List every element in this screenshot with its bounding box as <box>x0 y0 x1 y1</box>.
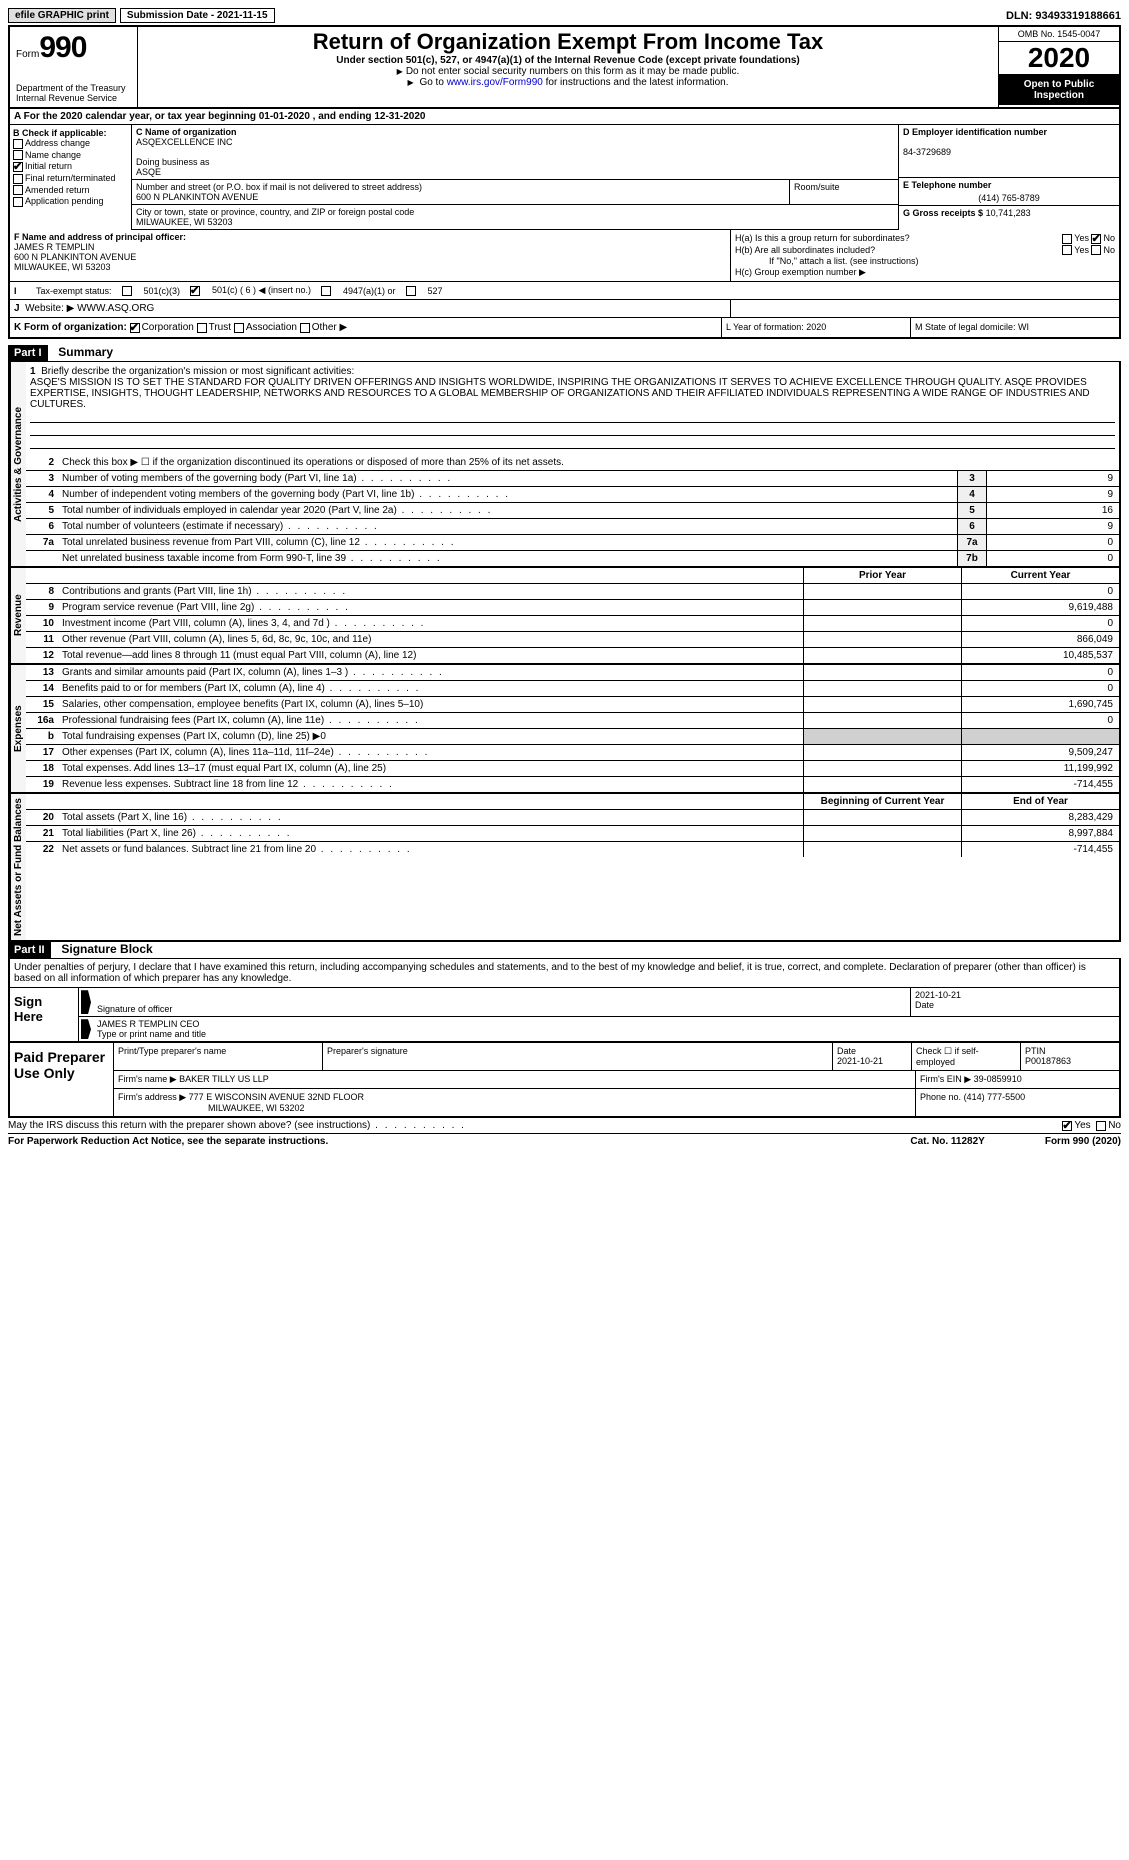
chk-501c[interactable] <box>190 286 200 296</box>
part-1-header: Part I Summary <box>8 345 1121 362</box>
gross-receipts-cell: G Gross receipts $ 10,741,283 <box>899 206 1119 220</box>
sign-here-label: Sign Here <box>10 988 79 1041</box>
discuss-row: May the IRS discuss this return with the… <box>8 1118 1121 1134</box>
year-formation: L Year of formation: 2020 <box>721 318 910 337</box>
chk-initial[interactable]: Initial return <box>13 161 128 173</box>
omb-number: OMB No. 1545-0047 <box>999 27 1119 42</box>
form-header: Form990 Department of the Treasury Inter… <box>8 25 1121 109</box>
form-of-org-row: K Form of organization: Corporation Trus… <box>8 318 1121 339</box>
vtab-revenue: Revenue <box>10 568 26 663</box>
summary-netassets: Net Assets or Fund Balances Beginning of… <box>8 794 1121 942</box>
part-2-header: Part II Signature Block <box>8 942 1121 959</box>
vtab-activities: Activities & Governance <box>10 362 26 566</box>
paid-preparer-label: Paid Preparer Use Only <box>10 1043 113 1116</box>
group-return-cell: H(a) Is this a group return for subordin… <box>731 230 1119 281</box>
paid-preparer-block: Paid Preparer Use Only Print/Type prepar… <box>8 1043 1121 1118</box>
chk-discuss-no[interactable] <box>1096 1121 1106 1131</box>
open-to-public: Open to Public Inspection <box>999 75 1119 105</box>
chk-527[interactable] <box>406 286 416 296</box>
chk-4947[interactable] <box>321 286 331 296</box>
chk-name[interactable]: Name change <box>13 150 128 162</box>
submission-date-label: Submission Date - 2021-11-15 <box>120 8 275 23</box>
phone-cell: E Telephone number (414) 765-8789 <box>899 178 1119 206</box>
chk-trust[interactable] <box>197 323 207 333</box>
chk-amended[interactable]: Amended return <box>13 185 128 197</box>
street-address-cell: Number and street (or P.O. box if mail i… <box>132 180 789 204</box>
website-row: J Website: ▶ WWW.ASQ.ORG <box>8 300 1121 318</box>
summary-revenue: Revenue Prior YearCurrent Year 8Contribu… <box>8 568 1121 665</box>
tax-exempt-row: I Tax-exempt status: 501(c)(3) 501(c) ( … <box>8 281 1121 300</box>
chk-assoc[interactable] <box>234 323 244 333</box>
summary-activities: Activities & Governance 1 Briefly descri… <box>8 362 1121 568</box>
section-b-c-d: B Check if applicable: Address change Na… <box>8 125 1121 230</box>
state-domicile: M State of legal domicile: WI <box>910 318 1119 337</box>
chk-application[interactable]: Application pending <box>13 196 128 208</box>
irs-link[interactable]: www.irs.gov/Form990 <box>447 77 543 88</box>
chk-501c3[interactable] <box>122 286 132 296</box>
chk-corp[interactable] <box>130 323 140 333</box>
efile-print-button[interactable]: efile GRAPHIC print <box>8 8 116 23</box>
dln-label: DLN: 93493319188661 <box>1006 10 1121 22</box>
mission-block: 1 Briefly describe the organization's mi… <box>26 362 1119 455</box>
section-f-h: F Name and address of principal officer:… <box>8 230 1121 281</box>
dept-label: Department of the Treasury Internal Reve… <box>16 83 131 103</box>
goto-note: Go to www.irs.gov/Form990 for instructio… <box>144 77 992 88</box>
column-b-checkboxes: B Check if applicable: Address change Na… <box>10 125 132 230</box>
form-title: Return of Organization Exempt From Incom… <box>144 29 992 55</box>
city-cell: City or town, state or province, country… <box>132 205 898 230</box>
chk-address[interactable]: Address change <box>13 138 128 150</box>
chk-final[interactable]: Final return/terminated <box>13 173 128 185</box>
room-suite-cell: Room/suite <box>789 180 898 204</box>
tax-year: 2020 <box>999 42 1119 75</box>
principal-officer-cell: F Name and address of principal officer:… <box>10 230 731 281</box>
summary-expenses: Expenses 13Grants and similar amounts pa… <box>8 665 1121 794</box>
ssn-note: Do not enter social security numbers on … <box>144 66 992 77</box>
chk-other[interactable] <box>300 323 310 333</box>
vtab-expenses: Expenses <box>10 665 26 792</box>
page-footer: For Paperwork Reduction Act Notice, see … <box>8 1134 1121 1149</box>
chk-discuss-yes[interactable] <box>1062 1121 1072 1131</box>
org-name-cell: C Name of organization ASQEXCELLENCE INC… <box>132 125 898 179</box>
ein-cell: D Employer identification number 84-3729… <box>899 125 1119 178</box>
signature-block: Under penalties of perjury, I declare th… <box>8 959 1121 1043</box>
form-subtitle: Under section 501(c), 527, or 4947(a)(1)… <box>144 55 992 66</box>
row-a-taxyear: A For the 2020 calendar year, or tax yea… <box>8 109 1121 125</box>
top-bar: efile GRAPHIC print Submission Date - 20… <box>8 8 1121 23</box>
form-number: Form990 <box>16 31 131 65</box>
vtab-netassets: Net Assets or Fund Balances <box>10 794 26 940</box>
